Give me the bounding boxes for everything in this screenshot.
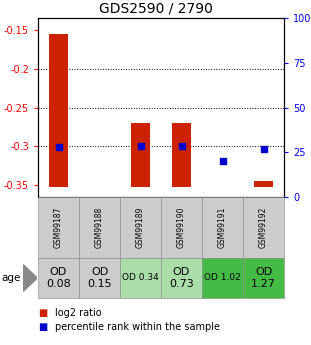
Text: GSM99191: GSM99191 (218, 207, 227, 248)
Text: GSM99189: GSM99189 (136, 207, 145, 248)
Text: OD
0.73: OD 0.73 (169, 267, 194, 289)
Text: OD 1.02: OD 1.02 (204, 274, 241, 283)
Text: GSM99188: GSM99188 (95, 207, 104, 248)
Text: log2 ratio: log2 ratio (55, 308, 102, 318)
Text: percentile rank within the sample: percentile rank within the sample (55, 322, 220, 332)
Bar (49, 33, 68, 187)
Text: GSM99192: GSM99192 (259, 207, 268, 248)
Text: OD
1.27: OD 1.27 (251, 267, 276, 289)
Text: ■: ■ (38, 322, 47, 332)
Text: GSM99187: GSM99187 (54, 207, 63, 248)
Polygon shape (23, 265, 37, 291)
Text: OD 0.34: OD 0.34 (122, 274, 159, 283)
Text: OD
0.15: OD 0.15 (87, 267, 112, 289)
Bar (254, 181, 273, 187)
Text: OD
0.08: OD 0.08 (46, 267, 71, 289)
Text: GDS2590 / 2790: GDS2590 / 2790 (99, 2, 212, 16)
Text: age: age (2, 273, 21, 283)
Text: GSM99190: GSM99190 (177, 207, 186, 248)
Text: ■: ■ (38, 308, 47, 318)
Bar (131, 123, 150, 187)
Bar (172, 123, 191, 187)
